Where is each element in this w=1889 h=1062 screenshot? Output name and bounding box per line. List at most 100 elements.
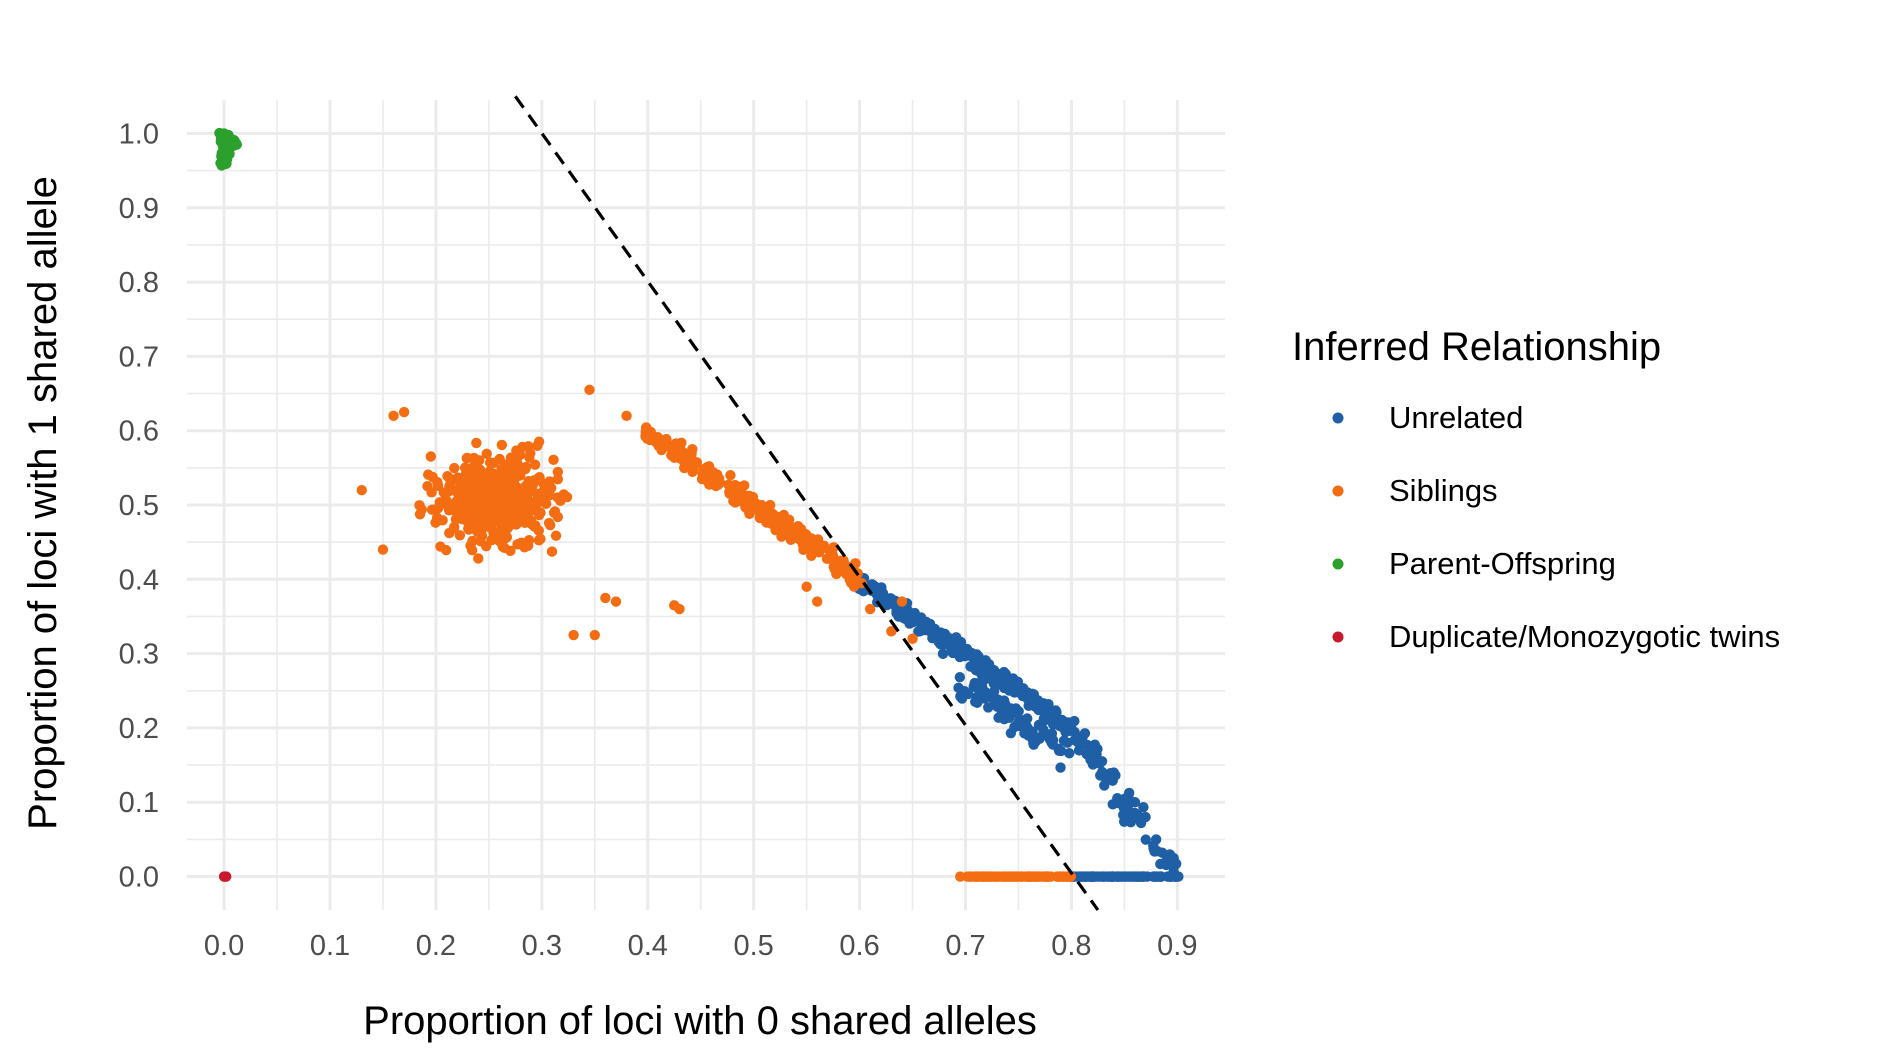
point-siblings <box>433 502 444 513</box>
x-tick-label: 0.8 <box>1051 930 1091 962</box>
point-unrelated <box>1089 871 1100 882</box>
point-siblings <box>475 535 486 547</box>
point-unrelated <box>1107 871 1118 882</box>
point-unrelated <box>918 617 929 628</box>
point-unrelated <box>996 679 1007 691</box>
x-tick-label: 0.2 <box>416 930 456 962</box>
point-siblings <box>498 463 509 474</box>
point-siblings <box>704 479 715 490</box>
point-siblings <box>670 446 682 458</box>
point-siblings <box>445 474 456 485</box>
point-siblings <box>472 526 483 538</box>
point-unrelated <box>965 661 976 672</box>
point-siblings <box>450 501 462 512</box>
point-unrelated <box>1069 715 1080 727</box>
point-unrelated <box>1118 809 1129 821</box>
y-tick-label: 0.8 <box>119 267 159 299</box>
point-siblings <box>776 529 788 541</box>
point-siblings <box>980 871 992 882</box>
point-unrelated <box>971 697 983 708</box>
point-siblings <box>430 517 441 528</box>
point-siblings <box>907 633 918 644</box>
point-unrelated <box>937 639 948 651</box>
point-siblings <box>508 462 519 473</box>
point-unrelated <box>1055 762 1066 773</box>
point-unrelated <box>1161 856 1172 867</box>
point-siblings <box>496 507 507 518</box>
point-siblings <box>481 448 492 460</box>
point-unrelated <box>983 702 994 713</box>
point-siblings <box>741 495 752 507</box>
point-siblings <box>525 448 536 459</box>
point-siblings <box>422 469 434 480</box>
point-siblings <box>963 871 974 882</box>
point-siblings <box>552 474 564 485</box>
point-siblings <box>494 483 505 494</box>
point-siblings <box>552 466 564 478</box>
point-unrelated <box>1152 846 1163 857</box>
x-tick-label: 0.5 <box>733 930 773 962</box>
point-unrelated <box>955 636 967 648</box>
point-siblings <box>471 437 482 449</box>
point-siblings <box>714 477 725 488</box>
point-siblings <box>511 519 522 530</box>
point-unrelated <box>1078 738 1089 749</box>
legend: Inferred Relationship Unrelated Siblings P… <box>1292 325 1780 654</box>
point-siblings <box>535 533 546 545</box>
point-siblings <box>531 494 543 505</box>
point-unrelated <box>997 709 1008 720</box>
legend-label: Duplicate/Monozygotic twins <box>1389 619 1780 654</box>
x-axis-title: Proportion of loci with 0 shared alleles <box>363 999 1037 1043</box>
point-unrelated <box>1150 834 1162 845</box>
point-siblings <box>533 509 545 521</box>
point-siblings <box>600 592 611 604</box>
point-siblings <box>550 530 562 541</box>
legend-label: Unrelated <box>1389 400 1523 435</box>
x-tick-label: 0.4 <box>628 930 668 962</box>
point-siblings <box>505 545 516 557</box>
y-tick-label: 0.0 <box>119 862 159 894</box>
point-unrelated <box>953 682 964 694</box>
point-siblings <box>674 603 685 615</box>
point-unrelated <box>1069 726 1080 738</box>
point-siblings <box>414 500 425 511</box>
point-unrelated <box>988 686 1000 697</box>
point-unrelated <box>1028 739 1039 750</box>
point-siblings <box>1029 871 1040 882</box>
point-siblings <box>484 466 495 477</box>
point-siblings <box>454 530 466 541</box>
point-siblings <box>398 406 410 418</box>
point-parent-offspring <box>231 139 242 150</box>
x-tick-label: 0.0 <box>204 930 244 962</box>
point-unrelated <box>1019 690 1030 701</box>
point-unrelated <box>942 632 954 643</box>
point-unrelated <box>1091 753 1102 765</box>
dashed-reference-line <box>514 95 1100 911</box>
y-tick-label: 0.5 <box>119 490 159 522</box>
data-points <box>214 127 1184 882</box>
point-siblings <box>498 475 509 486</box>
point-siblings <box>750 498 761 509</box>
point-unrelated <box>1079 728 1091 739</box>
point-siblings <box>886 626 897 637</box>
y-tick-label: 0.2 <box>119 713 159 745</box>
point-siblings <box>792 525 804 537</box>
point-siblings <box>461 453 473 464</box>
point-unrelated <box>963 688 974 700</box>
reference-line <box>514 95 1100 911</box>
point-siblings <box>533 472 544 484</box>
point-siblings <box>356 484 367 496</box>
point-unrelated <box>1038 715 1050 727</box>
y-tick-label: 0.1 <box>119 787 159 819</box>
point-siblings <box>764 499 776 511</box>
point-unrelated <box>1051 706 1062 718</box>
point-unrelated <box>1028 730 1039 742</box>
point-siblings <box>988 871 999 882</box>
point-siblings <box>685 459 696 470</box>
point-unrelated <box>1172 871 1183 882</box>
point-unrelated <box>1131 811 1142 823</box>
legend-title: Inferred Relationship <box>1292 325 1661 369</box>
point-siblings <box>443 486 454 497</box>
x-tick-label: 0.9 <box>1157 930 1197 962</box>
